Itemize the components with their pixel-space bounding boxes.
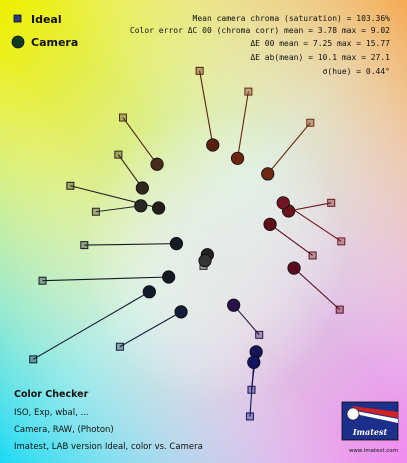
error-vector-14 bbox=[293, 267, 341, 311]
error-vector-4 bbox=[122, 117, 158, 165]
ideal-point-12 bbox=[337, 237, 346, 246]
ideal-point-9 bbox=[38, 276, 47, 285]
ideal-point-14 bbox=[335, 305, 344, 314]
ideal-point-2 bbox=[244, 87, 253, 96]
ideal-point-5 bbox=[114, 150, 123, 159]
ideal-point-10 bbox=[29, 355, 38, 364]
camera-point-16 bbox=[174, 305, 188, 319]
stats-line-2: Color error ΔC 00 (chroma corr) mean = 3… bbox=[130, 26, 390, 35]
stats-line-4: ΔE ab(mean) = 10.1 max = 27.1 bbox=[250, 53, 390, 62]
error-vector-5 bbox=[117, 154, 143, 189]
ideal-point-6 bbox=[66, 181, 75, 190]
error-vectors bbox=[32, 70, 342, 417]
caption-title: Color Checker bbox=[14, 389, 89, 400]
camera-point-15 bbox=[227, 298, 241, 312]
ideal-point-13 bbox=[308, 251, 317, 260]
legend-label-ideal: Ideal bbox=[31, 13, 62, 26]
logo-stripe-red bbox=[352, 406, 398, 418]
camera-point-12 bbox=[276, 196, 290, 210]
legend-marker-ideal bbox=[13, 14, 22, 23]
legend-item-camera: Camera bbox=[11, 35, 78, 49]
ideal-point-4 bbox=[119, 113, 128, 122]
error-vector-1 bbox=[199, 70, 214, 146]
camera-point-5 bbox=[135, 181, 149, 195]
ideal-point-17 bbox=[247, 385, 256, 394]
ideal-point-8 bbox=[80, 241, 89, 250]
camera-markers bbox=[134, 138, 301, 369]
legend-label-camera: Camera bbox=[31, 36, 78, 49]
camera-point-2 bbox=[230, 151, 245, 165]
camera-point-4 bbox=[150, 157, 164, 171]
ideal-point-1 bbox=[195, 66, 204, 75]
imatest-logo: Imatest www.imatest.com bbox=[341, 401, 399, 454]
error-vector-11 bbox=[288, 202, 332, 212]
ideal-point-15 bbox=[255, 330, 264, 339]
legend: Ideal Camera bbox=[11, 13, 78, 49]
error-vector-13 bbox=[269, 223, 313, 256]
stats-line-5: σ(hue) = 0.44° bbox=[323, 67, 390, 76]
logo-lens-icon bbox=[346, 407, 360, 421]
camera-point-6 bbox=[152, 201, 166, 215]
camera-point-8 bbox=[169, 237, 184, 251]
camera-point-3 bbox=[261, 167, 275, 181]
error-vector-2 bbox=[237, 91, 249, 159]
caption-line-3: Imatest, LAB version Ideal, color vs. Ca… bbox=[14, 442, 203, 452]
camera-point-20 bbox=[198, 254, 212, 268]
ideal-point-3 bbox=[306, 118, 315, 127]
camera-point-1 bbox=[206, 138, 220, 152]
ideal-point-7 bbox=[91, 207, 100, 216]
camera-point-10 bbox=[142, 285, 156, 299]
error-vector-3 bbox=[267, 122, 311, 175]
error-vector-9 bbox=[42, 276, 169, 282]
caption-line-1: ISO, Exp, wbal, ... bbox=[14, 408, 89, 418]
error-vector-10 bbox=[32, 291, 150, 360]
logo-text: Imatest bbox=[352, 427, 388, 437]
logo-stripe-white bbox=[356, 411, 398, 423]
camera-point-14 bbox=[287, 261, 301, 275]
camera-point-18 bbox=[247, 355, 261, 369]
legend-item-ideal: Ideal bbox=[13, 13, 62, 26]
caption-line-2: Camera, RAW, (Photon) bbox=[14, 425, 114, 435]
ideal-point-16 bbox=[115, 342, 124, 351]
stats-block: Mean camera chroma (saturation) = 103.36… bbox=[130, 14, 390, 76]
ideal-point-11 bbox=[327, 198, 336, 207]
logo-url: www.imatest.com bbox=[349, 448, 398, 454]
stats-line-1: Mean camera chroma (saturation) = 103.36… bbox=[193, 14, 391, 23]
camera-point-9 bbox=[162, 270, 176, 284]
error-vector-7 bbox=[95, 205, 141, 213]
error-vector-8 bbox=[84, 243, 177, 246]
stats-line-3: ΔE 00 mean = 7.25 max = 15.77 bbox=[250, 39, 390, 48]
camera-point-13 bbox=[263, 217, 277, 231]
ideal-point-18 bbox=[245, 412, 254, 421]
error-vector-16 bbox=[119, 311, 182, 348]
legend-marker-camera bbox=[11, 35, 25, 49]
error-vector-18 bbox=[249, 362, 255, 417]
camera-point-7 bbox=[134, 199, 148, 213]
caption-block: Color Checker ISO, Exp, wbal, ... Camera… bbox=[14, 389, 203, 452]
